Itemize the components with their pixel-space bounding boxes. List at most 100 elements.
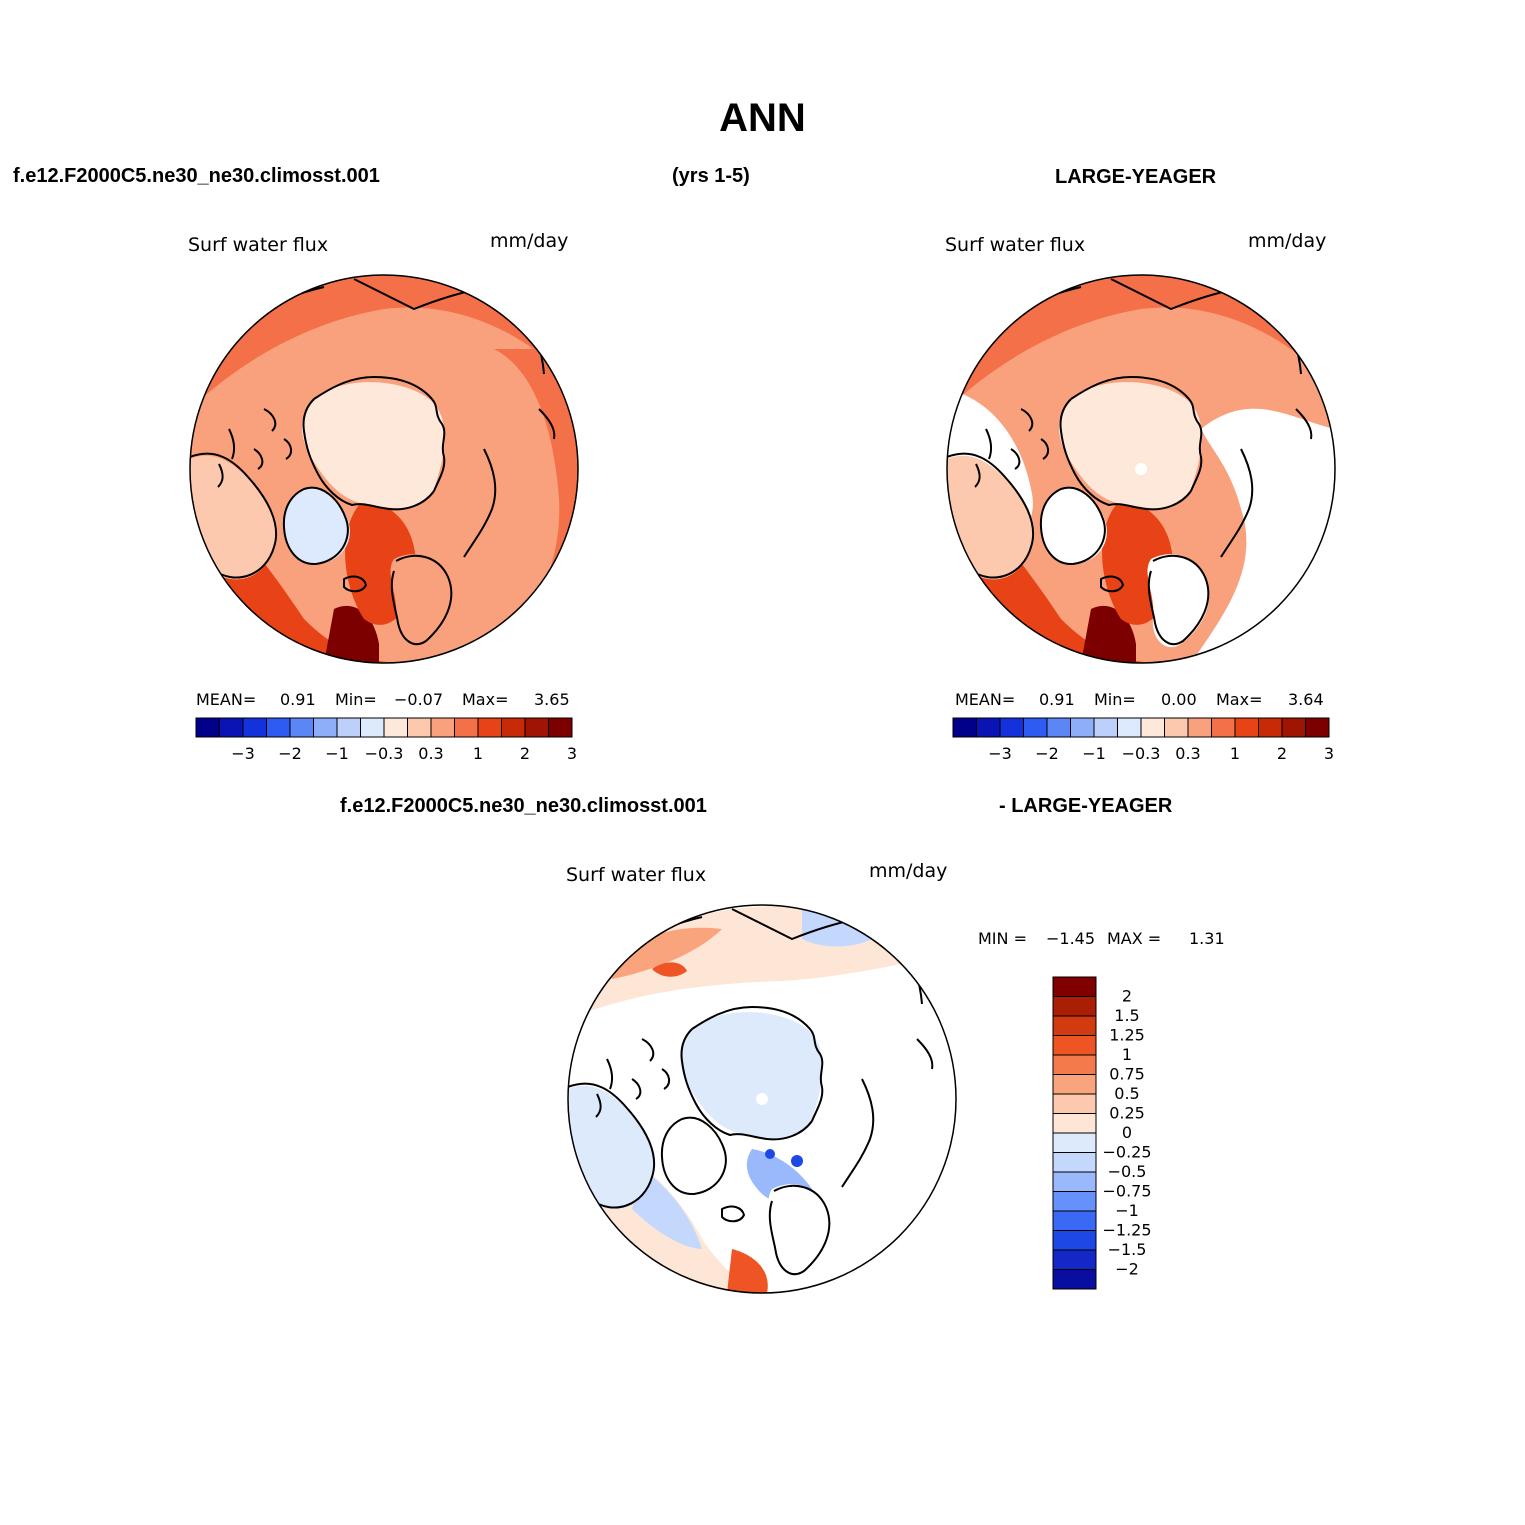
model-colorbar-bin [501,717,526,738]
diff-colorbar-bin [1052,1249,1097,1270]
obs-colorbar-bin [1211,717,1236,738]
diff-colorbar-tick-label: 0.75 [1109,1065,1145,1084]
obs-colorbar-tick-label: −1 [1082,744,1106,763]
obs-arctic-basin [1059,382,1202,509]
diff-coastline-1 [680,1028,813,1141]
model-colorbar-bin [548,717,573,738]
obs-colorbar-bin [1234,717,1259,738]
obs-max-label: Max= [1216,690,1263,709]
diff-colorbar-tick-label: −0.75 [1102,1182,1151,1201]
model-colorbar-tick-label: −3 [231,744,255,763]
obs-label: LARGE-YEAGER [1055,166,1217,188]
obs-polar-map [947,275,1335,663]
model-colorbar-tick-label: 1 [473,744,483,763]
diff-colorbar-bin [1052,1015,1097,1036]
diff-colorbar-bin [1052,1269,1097,1290]
diff-coastline-4 [768,1184,831,1276]
obs-colorbar-tick-label: −3 [988,744,1012,763]
obs-colorbar-bin [976,717,1001,738]
model-arctic-basin [302,382,445,509]
model-coastline-8 [217,428,236,488]
obs-colorbar-bin [952,717,977,738]
model-colorbar-bin [477,717,502,738]
diff-greenland [662,1118,728,1194]
diff-colorbar-bin [1052,1210,1097,1231]
model-colorbar-bin [242,717,267,738]
diff-colorbar-tick-label: 1.25 [1109,1026,1145,1045]
diff-colorbar-bin [1052,1093,1097,1114]
diff-colorbar-bin [1052,996,1097,1017]
diff-arctic-basin [680,1012,823,1139]
obs-colorbar-tick-label: −0.3 [1122,744,1161,763]
model-mean-value: 0.91 [280,690,316,709]
diff-colorbar-tick-label: 0.25 [1109,1104,1145,1123]
obs-greenland [1041,488,1107,564]
obs-coastline-10 [1100,575,1124,593]
obs-colorbar-tick-label: 3 [1324,744,1334,763]
obs-pacific-high [947,275,1335,409]
diff-colorbar-bin [1052,1152,1097,1173]
model-scandinavia [390,554,453,648]
obs-coastline-8 [974,428,993,488]
model-coastline-7 [253,408,292,470]
obs-atlantic-max [1081,605,1136,663]
diff-min-value: −1.45 [1046,929,1096,948]
obs-colorbar: −3 −2 −1 −0.3 0.3 1 2 3 [952,717,1334,763]
diff-variable-label: Surf water flux [566,864,707,886]
model-atlantic-max [324,605,379,663]
diff-nordic-min-2 [765,1149,775,1159]
diff-colorbar-tick-label: 2 [1122,987,1132,1006]
obs-colorbar-bin [1023,717,1048,738]
obs-colorbar-bin [999,717,1024,738]
obs-coastline-2 [1039,486,1106,566]
obs-colorbar-bin [1070,717,1095,738]
case-label: f.e12.F2000C5.ne30_ne30.climosst.001 [13,165,380,187]
obs-coastline-9 [1295,408,1313,440]
obs-colorbar-tick-label: 2 [1277,744,1287,763]
diff-colorbar-bin [1052,1113,1097,1134]
obs-min-value: 0.00 [1161,690,1197,709]
diff-obs-label: - LARGE-YEAGER [999,795,1173,817]
diff-colorbar-tick-label: −0.5 [1108,1162,1147,1181]
diff-pacific-peak [652,962,687,977]
model-coastline-2 [282,486,349,566]
diff-colorbar-tick-label: −2 [1115,1260,1139,1279]
diff-coastline-10 [721,1205,745,1223]
model-colorbar: −3 −2 −1 −0.3 0.3 1 2 3 [195,717,577,763]
diff-colorbar-bin [1052,1074,1097,1095]
obs-coastline-7 [1010,408,1049,470]
obs-colorbar-bin [1164,717,1189,738]
obs-colorbar-bin [1140,717,1165,738]
obs-max-value: 3.64 [1288,690,1324,709]
diff-coastline-0 [691,1006,824,1122]
diff-max-value: 1.31 [1189,929,1225,948]
diff-pacific-positive [612,927,722,979]
model-colorbar-bin [430,717,455,738]
diff-colorbar: 21.51.2510.750.50.250−0.25−0.5−0.75−1−1.… [1052,976,1152,1290]
obs-colorbar-bin [1258,717,1283,738]
diff-colorbar-tick-label: −1.5 [1108,1240,1147,1259]
model-coastline-9 [538,408,556,440]
model-colorbar-tick-label: −1 [325,744,349,763]
obs-coastline-1 [1059,398,1192,511]
obs-coastline-4 [1147,554,1210,646]
diff-colorbar-tick-label: −0.25 [1102,1143,1151,1162]
diff-colorbar-bin [1052,1132,1097,1153]
obs-scandinavia [1147,554,1210,648]
model-variable-label: Surf water flux [188,234,329,256]
main-title: ANN [719,96,806,140]
diff-min-label: MIN = [978,929,1027,948]
diff-polar-map [568,905,956,1293]
diff-coastline-2 [660,1116,727,1196]
model-colorbar-bin [289,717,314,738]
diff-colorbar-bin [1052,1035,1097,1056]
obs-colorbar-tick-label: −2 [1035,744,1059,763]
model-colorbar-bin [383,717,408,738]
diff-colorbar-tick-label: 0 [1122,1123,1132,1142]
model-units-label: mm/day [490,230,569,252]
model-coastline-1 [302,398,435,511]
diff-coastline-8 [595,1058,614,1118]
model-coastline-3 [190,452,278,579]
diff-colorbar-bin [1052,976,1097,997]
model-min-label: Min= [335,690,377,709]
